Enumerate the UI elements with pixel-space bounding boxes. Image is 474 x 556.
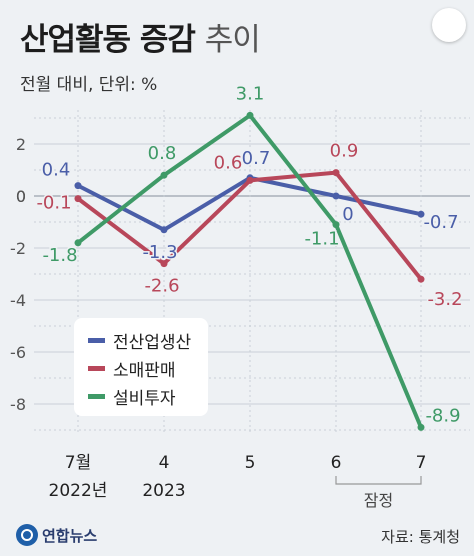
data-point [74, 239, 82, 247]
x-tick-sublabel: 2022년 [49, 481, 108, 501]
y-tick-label: -6 [10, 343, 26, 362]
data-label: 3.1 [236, 83, 265, 104]
legend-label-retail: 소매판매 [113, 360, 176, 381]
data-label: 0.6 [214, 152, 243, 173]
data-label: 0.9 [330, 141, 359, 162]
data-point [74, 182, 82, 190]
legend-swatch-investment [88, 393, 105, 399]
x-tick-label: 7 [416, 453, 427, 473]
unit-label: 전월 대비, 단위: % [20, 75, 158, 95]
data-point [246, 111, 254, 119]
data-label: -1.1 [304, 229, 339, 250]
legend-swatch-production [88, 337, 105, 343]
data-point [246, 176, 254, 184]
legend: 전산업생산 소매판매 설비투자 [74, 318, 208, 416]
data-label: 0.7 [242, 148, 271, 169]
x-tick-label: 5 [245, 453, 256, 473]
data-point [160, 171, 168, 179]
data-label: -1.3 [142, 242, 177, 263]
legend-item-production: 전산업생산 [88, 328, 192, 353]
x-tick-label: 4 [159, 453, 170, 473]
y-tick-label: -4 [10, 291, 26, 310]
data-label: -1.8 [42, 245, 77, 266]
data-label: -0.7 [423, 212, 458, 233]
source-note: 자료: 통계청 [381, 528, 460, 546]
provisional-bracket [335, 476, 422, 485]
legend-label-production: 전산업생산 [113, 332, 192, 353]
data-point [74, 195, 82, 203]
x-tick-label: 7월 [65, 453, 91, 473]
legend-label-investment: 설비투자 [113, 388, 176, 409]
y-tick-label: -2 [10, 239, 26, 258]
data-point [332, 221, 340, 229]
y-tick-label: 0 [16, 187, 26, 206]
data-point [160, 260, 168, 268]
data-label: 0.4 [42, 160, 71, 181]
publisher-logo: 연합뉴스 [16, 524, 97, 546]
chart-title: 산업활동 증감 추이 [20, 14, 261, 59]
y-tick-label: -8 [10, 395, 26, 414]
data-point [332, 169, 340, 177]
legend-item-investment: 설비투자 [88, 384, 176, 409]
x-tick-label: 6 [331, 453, 342, 473]
line-chart: 20-2-4-6-800.4-1.30.70 -0.7-0.1-2.60.60.9… [10, 82, 470, 510]
title-main: 산업활동 증감 [20, 22, 196, 58]
data-point [332, 192, 340, 200]
y-tick-label: 0 [16, 187, 26, 206]
data-point [417, 423, 425, 431]
data-label: -0.1 [36, 193, 71, 214]
data-label: -8.9 [425, 405, 460, 426]
data-point [417, 210, 425, 218]
y-tick-label: 2 [16, 135, 26, 154]
data-label: 0 [342, 204, 353, 225]
legend-item-retail: 소매판매 [88, 356, 176, 381]
provisional-label: 잠정 [364, 491, 393, 510]
data-label: -2.6 [144, 276, 179, 297]
logo-icon [16, 524, 38, 546]
data-point [417, 275, 425, 283]
title-sub: 추이 [204, 22, 261, 58]
legend-swatch-retail [88, 365, 105, 371]
data-label: -3.2 [427, 289, 462, 310]
logo-text: 연합뉴스 [42, 526, 98, 545]
data-point [160, 226, 168, 234]
data-label: 0.8 [148, 143, 177, 164]
x-tick-sublabel: 2023 [142, 481, 185, 501]
share-button[interactable] [432, 8, 466, 42]
